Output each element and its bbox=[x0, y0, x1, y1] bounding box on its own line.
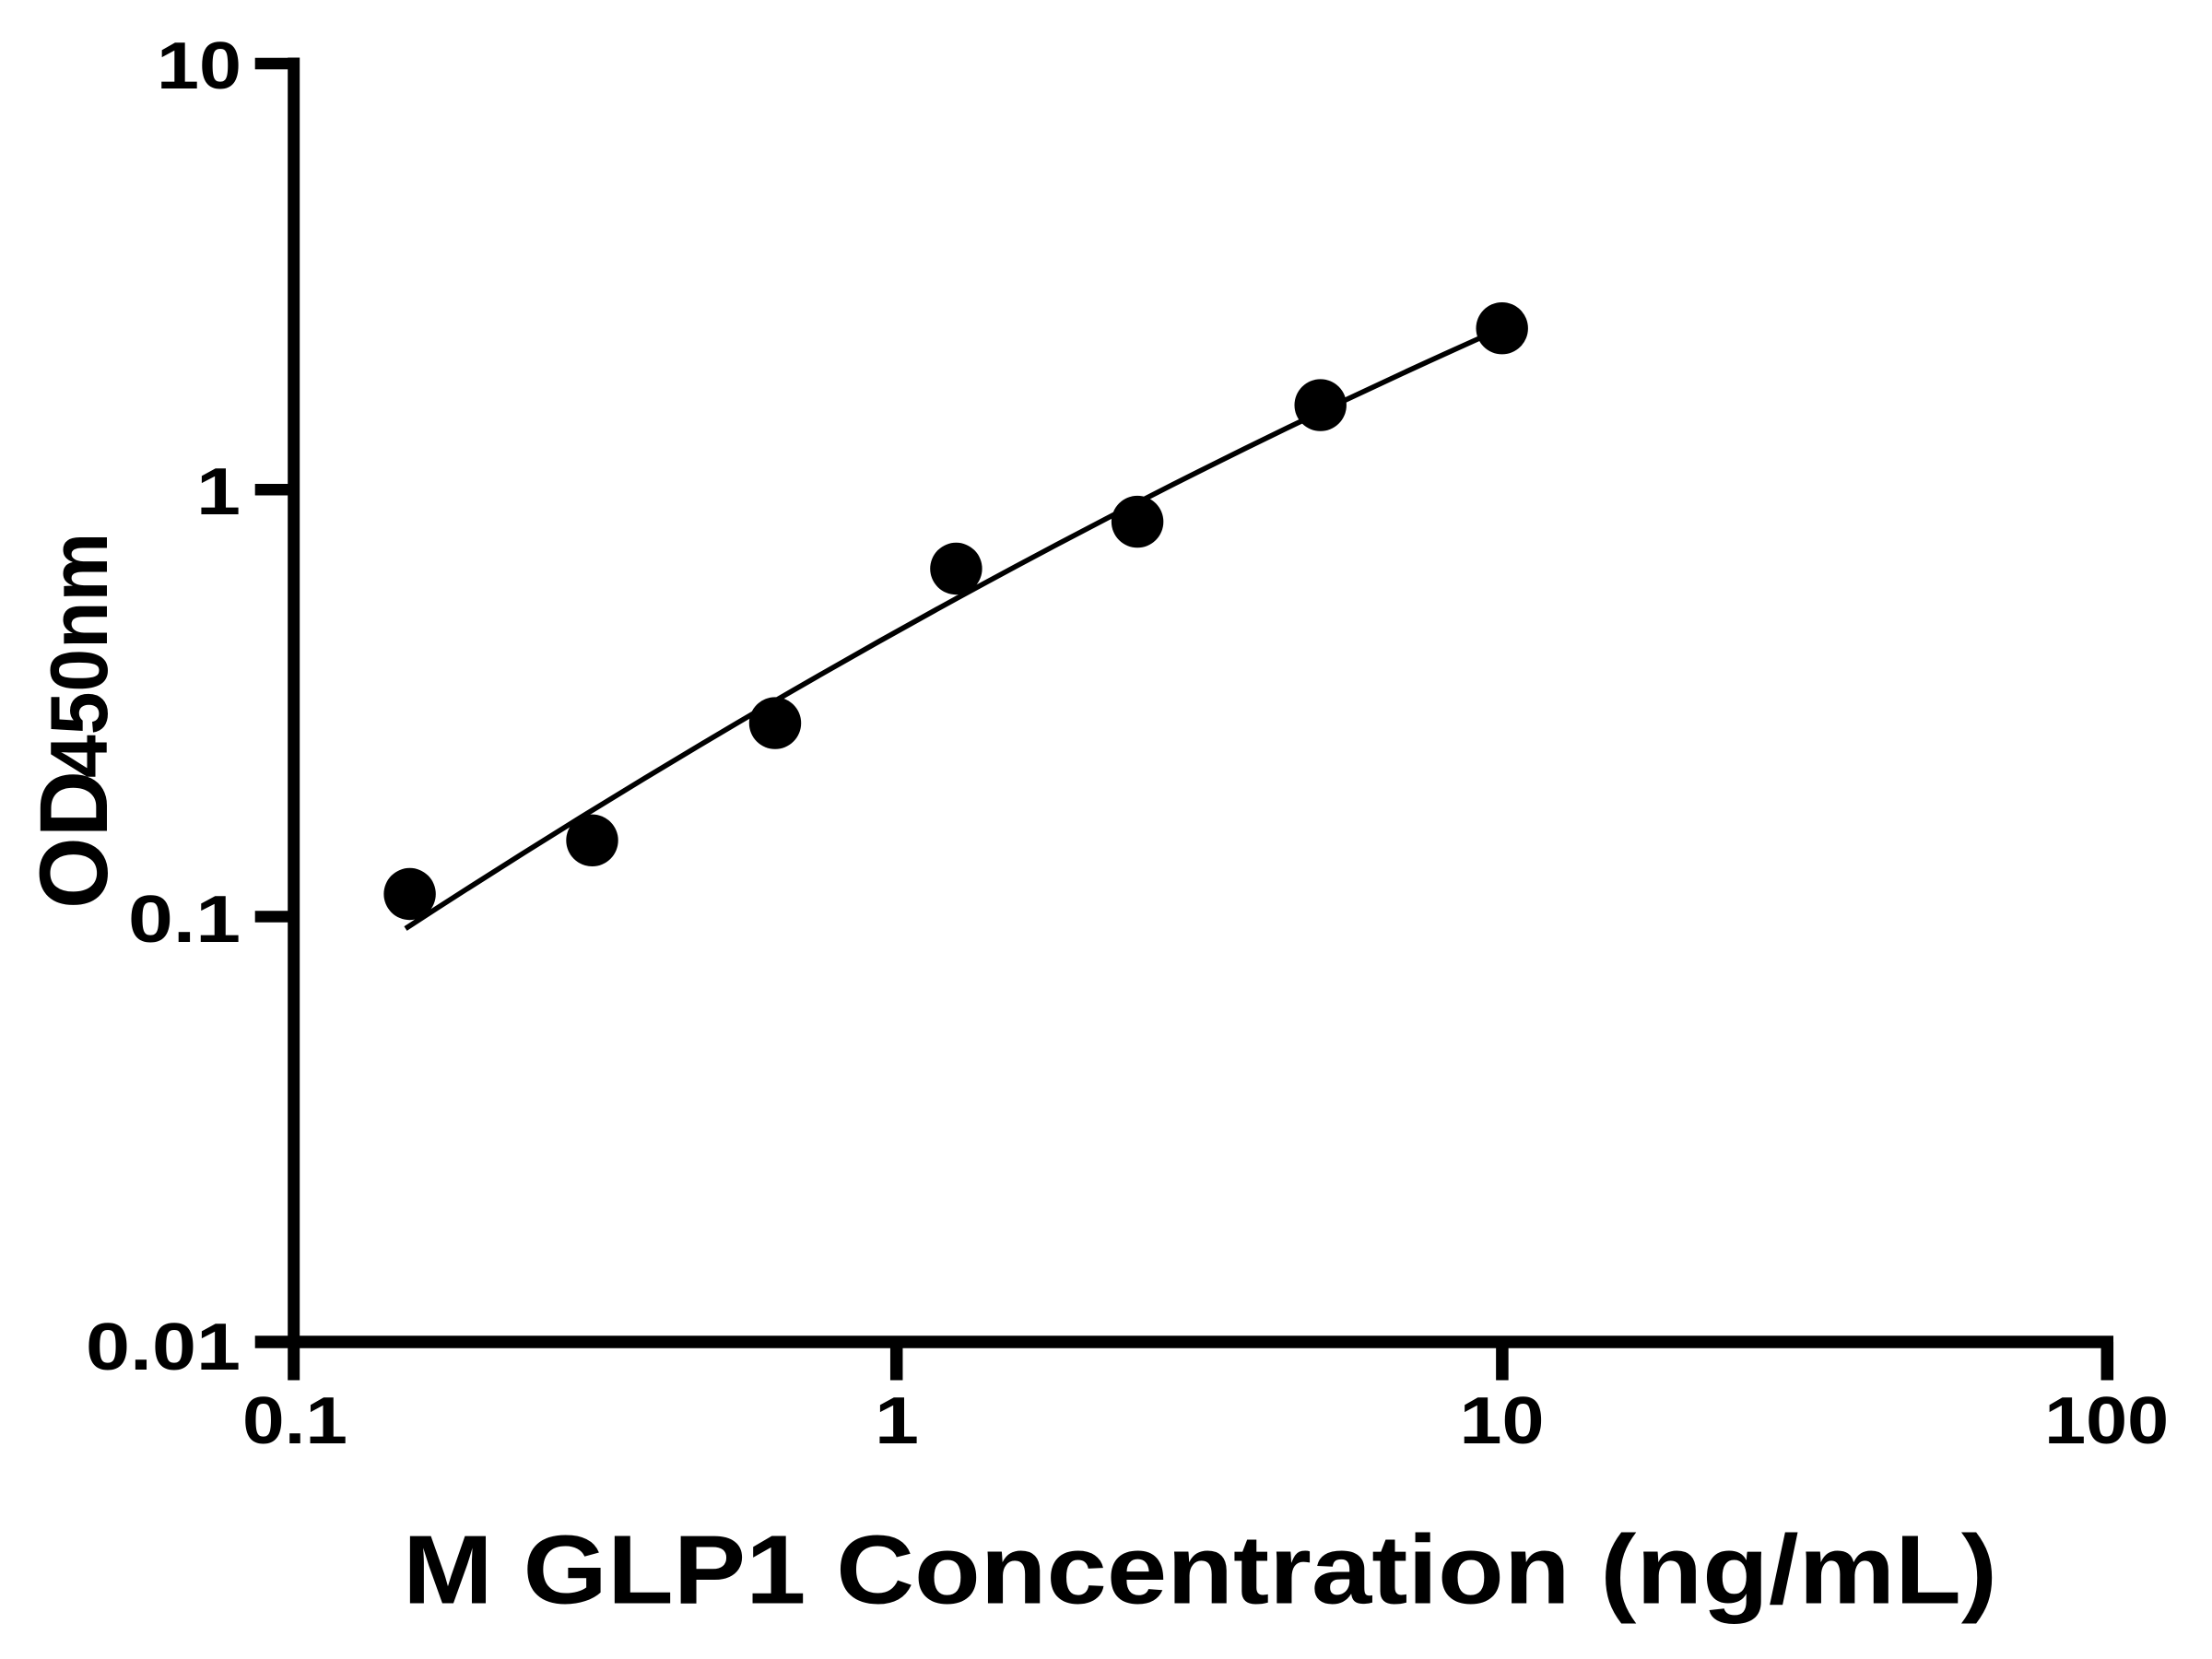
svg-text:10: 10 bbox=[157, 29, 241, 103]
svg-text:1: 1 bbox=[196, 455, 241, 529]
svg-text:1: 1 bbox=[875, 1384, 919, 1458]
svg-text:0.1: 0.1 bbox=[128, 883, 241, 957]
svg-text:10: 10 bbox=[1460, 1384, 1545, 1458]
svg-text:0.1: 0.1 bbox=[242, 1384, 347, 1458]
svg-text:100: 100 bbox=[2044, 1384, 2169, 1458]
svg-text:OD450nm: OD450nm bbox=[19, 533, 128, 909]
svg-text:M GLP1 Concentration (ng/mL): M GLP1 Concentration (ng/mL) bbox=[403, 1515, 1997, 1624]
svg-text:0.01: 0.01 bbox=[86, 1311, 241, 1384]
